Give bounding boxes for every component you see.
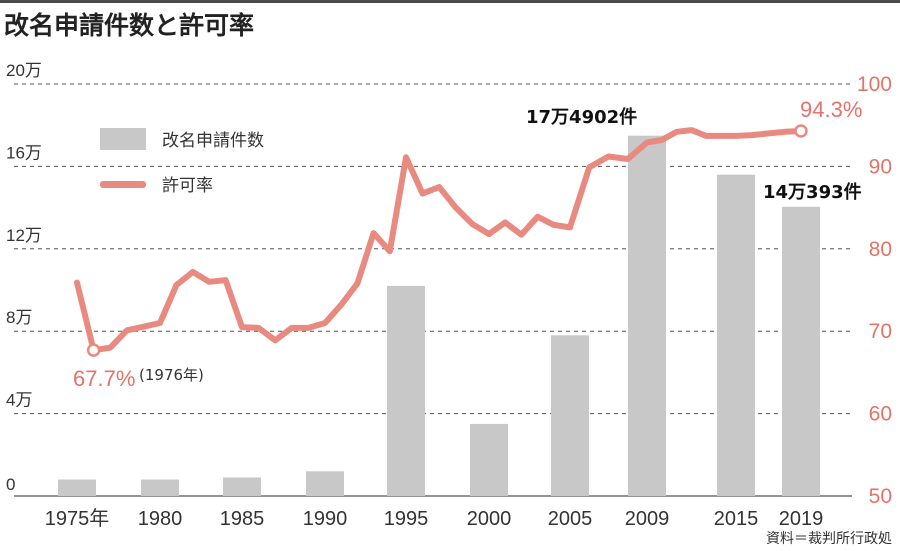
right-tick-label: 50 [869, 485, 892, 508]
bar [141, 479, 179, 496]
left-tick-label: 20万 [6, 61, 42, 80]
axis-labels: 0 50 4万 60 8万 70 12万 80 16万 90 20万 100 1975年 1980 1985… [6, 61, 892, 530]
legend-bar-label: 改名申請件数 [162, 131, 264, 151]
legend-line-label: 許可率 [162, 176, 213, 196]
last-bar-annotation: 14万393件 [763, 181, 862, 203]
bar [782, 206, 820, 497]
x-tick-label: 1985 [220, 508, 265, 530]
min-rate-annotation: 67.7% [73, 366, 135, 391]
x-tick-label: 1990 [303, 508, 348, 530]
rate-point-marker [86, 343, 101, 357]
bar [306, 471, 344, 496]
bar-series [58, 135, 820, 497]
x-tick-label: 2009 [625, 508, 670, 530]
x-tick-label: 2005 [548, 508, 593, 530]
x-tick-label: 1995 [384, 508, 429, 530]
legend: 改名申請件数 許可率 [100, 128, 264, 196]
bar [717, 174, 755, 496]
x-tick-label: 2019 [779, 508, 824, 530]
bar [628, 135, 666, 496]
x-tick-label: 1975年 [45, 507, 110, 530]
right-tick-label: 70 [869, 320, 892, 343]
left-tick-label: 12万 [6, 226, 42, 245]
source-note: 資料＝裁判所行政処 [766, 531, 892, 547]
legend-line-swatch [100, 181, 146, 188]
bar [387, 285, 425, 496]
legend-bar-swatch [100, 128, 146, 150]
x-tick-label: 2015 [714, 508, 759, 530]
left-tick-label: 8万 [6, 308, 32, 327]
min-rate-year-annotation: (1976年) [139, 366, 204, 384]
chart-title: 改名申請件数と許可率 [4, 11, 255, 40]
right-tick-label: 100 [857, 73, 892, 96]
grid-lines [14, 83, 852, 497]
right-tick-label: 60 [869, 403, 892, 426]
right-tick-label: 80 [869, 238, 892, 261]
bar [58, 479, 96, 496]
annotations: 17万4902件 14万393件 94.3% 67.7% (1976年) [73, 97, 862, 391]
bar [470, 423, 508, 496]
left-tick-label: 0 [6, 475, 15, 494]
bar [551, 335, 589, 496]
right-tick-label: 90 [869, 155, 892, 178]
x-tick-label: 1980 [138, 508, 183, 530]
rate-line [74, 127, 804, 354]
last-rate-annotation: 94.3% [800, 97, 862, 122]
bar [223, 477, 261, 496]
rate-point-marker [794, 124, 808, 138]
line-series [74, 124, 808, 357]
left-tick-label: 16万 [6, 143, 42, 162]
x-tick-label: 2000 [467, 508, 512, 530]
top-rule [0, 0, 900, 3]
max-bar-annotation: 17万4902件 [526, 106, 637, 128]
left-tick-label: 4万 [6, 391, 32, 410]
